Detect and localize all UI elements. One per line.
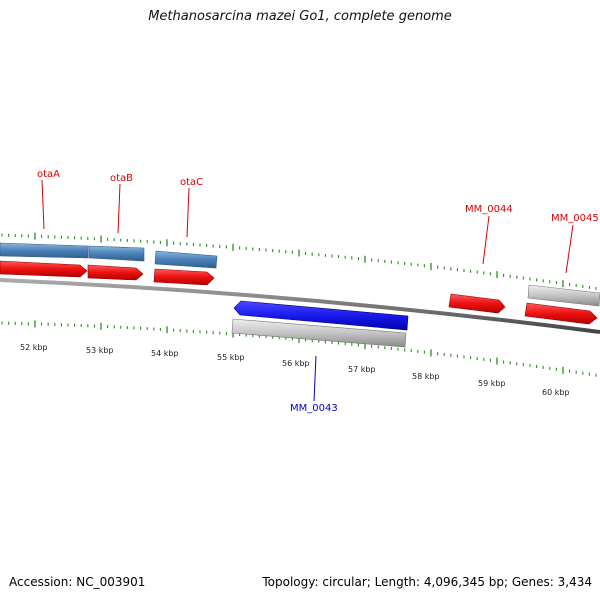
map-title: Methanosarcina mazei Go1, complete genom… <box>148 9 452 24</box>
label-MM_0044-text: MM_0044 <box>465 204 513 215</box>
gene-otaC[interactable] <box>154 250 218 269</box>
scale-label: 59 kbp <box>478 379 506 388</box>
gene-otaA[interactable] <box>0 242 89 259</box>
scale-label: 57 kbp <box>348 365 376 374</box>
label-otaB: otaB <box>110 173 133 234</box>
label-otaA: otaA <box>37 169 60 230</box>
label-otaC: otaC <box>180 177 203 238</box>
scale-label: 52 kbp <box>20 343 48 352</box>
scale-label: 60 kbp <box>542 388 570 397</box>
gene-MM_0045[interactable] <box>527 284 600 307</box>
label-MM_0043-text: MM_0043 <box>290 403 338 414</box>
scale-label: 58 kbp <box>412 372 440 381</box>
genome-summary: Topology: circular; Length: 4,096,345 bp… <box>262 575 592 589</box>
label-MM_0043: MM_0043 <box>290 355 338 414</box>
scale-labels: 52 kbp 53 kbp 54 kbp 55 kbp 56 kbp 57 kb… <box>20 343 570 397</box>
gene-MM_0043-cds[interactable] <box>233 300 409 331</box>
genome-backbone <box>0 278 600 334</box>
accession-label: Accession: NC_003901 <box>9 575 146 589</box>
label-MM_0045: MM_0045 <box>551 213 599 274</box>
label-otaA-text: otaA <box>37 169 60 180</box>
gene-otaA-cds[interactable] <box>0 260 88 278</box>
scale-label: 55 kbp <box>217 353 245 362</box>
label-MM_0045-text: MM_0045 <box>551 213 599 224</box>
label-otaB-text: otaB <box>110 173 133 184</box>
label-otaC-text: otaC <box>180 177 203 188</box>
gene-otaB-cds[interactable] <box>87 264 144 281</box>
gene-MM_0043[interactable] <box>231 318 407 348</box>
gene-MM_0045-cds[interactable] <box>524 302 598 325</box>
scale-label: 56 kbp <box>282 359 310 368</box>
gene-MM_0044[interactable] <box>448 293 506 314</box>
label-MM_0044: MM_0044 <box>465 204 513 265</box>
tick-row-upper <box>1 232 597 290</box>
gene-otaB[interactable] <box>88 245 145 262</box>
scale-label: 54 kbp <box>151 349 179 358</box>
scale-label: 53 kbp <box>86 346 114 355</box>
gene-otaC-cds[interactable] <box>153 268 215 286</box>
